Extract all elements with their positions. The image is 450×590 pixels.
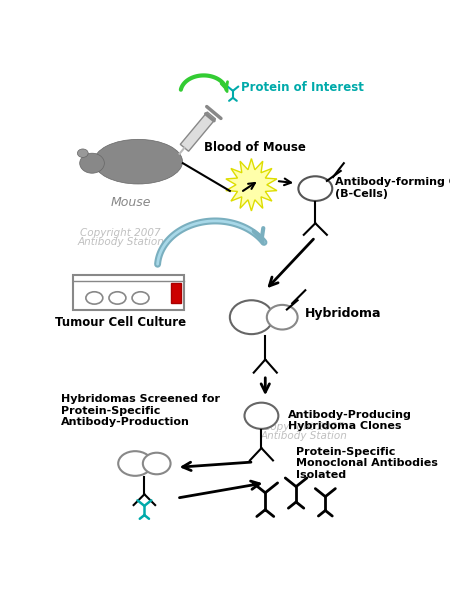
Text: Antibody Station: Antibody Station bbox=[77, 237, 164, 247]
Text: Hybridoma: Hybridoma bbox=[305, 307, 382, 320]
Ellipse shape bbox=[143, 453, 171, 474]
Ellipse shape bbox=[267, 305, 297, 330]
Text: Antibody-Producing
Hybridoma Clones: Antibody-Producing Hybridoma Clones bbox=[288, 409, 412, 431]
Ellipse shape bbox=[298, 176, 332, 201]
Ellipse shape bbox=[244, 402, 279, 429]
Text: Antibody Station: Antibody Station bbox=[261, 431, 347, 441]
Ellipse shape bbox=[230, 300, 273, 334]
Polygon shape bbox=[226, 159, 277, 211]
Text: Tumour Cell Culture: Tumour Cell Culture bbox=[55, 316, 186, 329]
Ellipse shape bbox=[132, 292, 149, 304]
Ellipse shape bbox=[94, 139, 183, 184]
Text: Hybridomas Screened for
Protein-Specific
Antibody-Production: Hybridomas Screened for Protein-Specific… bbox=[61, 394, 220, 427]
FancyBboxPatch shape bbox=[171, 283, 181, 303]
Text: Copyright 2007: Copyright 2007 bbox=[80, 228, 161, 238]
Text: Protein-Specific
Monoclonal Antibodies
Isolated: Protein-Specific Monoclonal Antibodies I… bbox=[296, 447, 438, 480]
Text: Mouse: Mouse bbox=[110, 196, 151, 209]
Text: Copyright 2007: Copyright 2007 bbox=[263, 421, 344, 431]
Text: Protein of Interest: Protein of Interest bbox=[241, 81, 364, 94]
Text: Blood of Mouse: Blood of Mouse bbox=[204, 141, 306, 154]
Polygon shape bbox=[180, 112, 216, 151]
FancyBboxPatch shape bbox=[73, 275, 184, 310]
Ellipse shape bbox=[86, 292, 103, 304]
Ellipse shape bbox=[109, 292, 126, 304]
Ellipse shape bbox=[80, 153, 104, 173]
Ellipse shape bbox=[118, 451, 152, 476]
Text: Antibody-forming Cells
(B-Cells): Antibody-forming Cells (B-Cells) bbox=[334, 177, 450, 199]
Ellipse shape bbox=[77, 149, 88, 158]
